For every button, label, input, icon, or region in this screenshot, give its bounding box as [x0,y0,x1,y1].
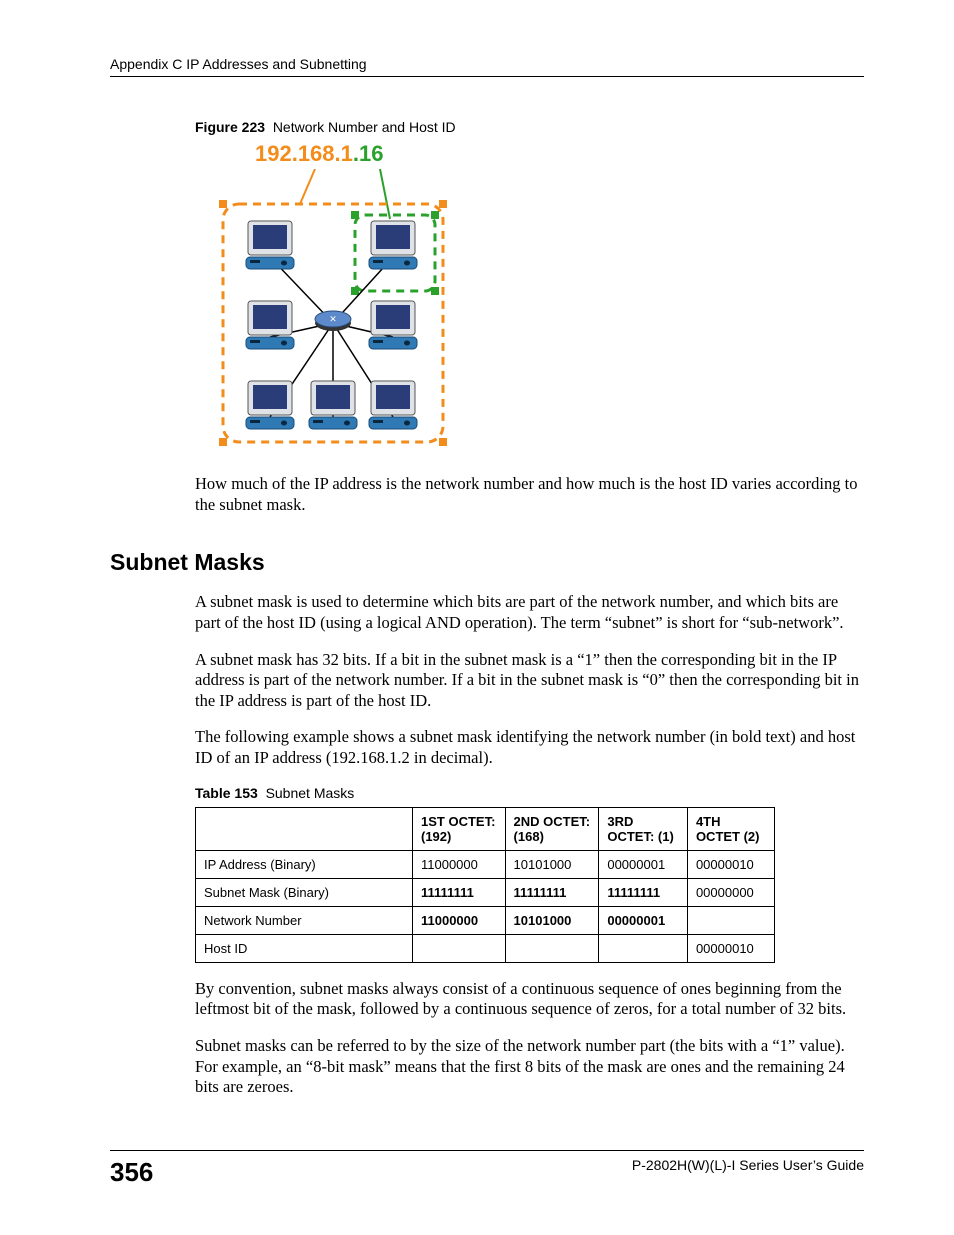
pc-icon [369,301,417,349]
paragraph-5: By convention, subnet masks always consi… [195,979,864,1020]
paragraph-4: The following example shows a subnet mas… [195,727,864,768]
table-data-cell: 00000010 [687,850,774,878]
table-data-cell: 00000001 [599,906,688,934]
section-body: A subnet mask is used to determine which… [195,592,864,1098]
table-caption: Table 153 Subnet Masks [195,785,864,801]
pc-icon [246,301,294,349]
ip-network-part: 192.168.1 [255,141,353,166]
figure-label: Figure 223 [195,119,265,135]
table-row-label: Subnet Mask (Binary) [196,878,413,906]
table-header-cell: 1ST OCTET: (192) [413,807,506,850]
table-data-cell: 00000001 [599,850,688,878]
paragraph-intro: How much of the IP address is the networ… [195,474,864,515]
ip-host-part: 16 [359,141,383,166]
table-row: Network Number110000001010100000000001 [196,906,775,934]
table-data-cell: 10101000 [505,906,599,934]
content-area: Figure 223 Network Number and Host ID 19… [195,119,864,515]
svg-text:✕: ✕ [329,314,337,324]
table-header-cell [196,807,413,850]
table-row: IP Address (Binary)110000001010100000000… [196,850,775,878]
table-data-cell: 10101000 [505,850,599,878]
page-number: 356 [110,1157,153,1188]
table-data-cell [413,934,506,962]
table-data-cell: 11111111 [505,878,599,906]
table-data-cell: 11000000 [413,906,506,934]
page: Appendix C IP Addresses and Subnetting F… [0,0,954,1228]
table-row: Subnet Mask (Binary)11111111111111111111… [196,878,775,906]
table-header-cell: 3RD OCTET: (1) [599,807,688,850]
paragraph-3: A subnet mask has 32 bits. If a bit in t… [195,650,864,712]
ip-address-display: 192.168.1.16 [255,141,864,167]
table-row-label: Network Number [196,906,413,934]
paragraph-2: A subnet mask is used to determine which… [195,592,864,633]
hub-icon: ✕ [315,311,351,331]
section-heading-subnet-masks: Subnet Masks [110,549,864,576]
table-row-label: Host ID [196,934,413,962]
table-data-cell [505,934,599,962]
pc-icon [369,381,417,429]
figure-title: Network Number and Host ID [273,119,456,135]
table-header-cell: 2ND OCTET: (168) [505,807,599,850]
table-data-cell: 11111111 [413,878,506,906]
table-data-cell [687,906,774,934]
pc-icon [369,221,417,269]
pc-icon [246,221,294,269]
table-label: Table 153 [195,785,258,801]
network-topology-svg: ✕ [215,169,450,449]
table-title: Subnet Masks [266,785,355,801]
table-data-cell: 00000000 [687,878,774,906]
table-data-cell [599,934,688,962]
table-row-label: IP Address (Binary) [196,850,413,878]
figure-caption: Figure 223 Network Number and Host ID [195,119,864,135]
table-row: Host ID 00000010 [196,934,775,962]
running-header: Appendix C IP Addresses and Subnetting [110,56,864,77]
network-diagram: 192.168.1.16 ✕ [215,141,864,454]
paragraph-6: Subnet masks can be referred to by the s… [195,1036,864,1098]
table-data-cell: 11111111 [599,878,688,906]
pc-icon [309,381,357,429]
table-data-cell: 00000010 [687,934,774,962]
page-footer: 356 P-2802H(W)(L)-I Series User’s Guide [110,1150,864,1188]
table-header-cell: 4TH OCTET (2) [687,807,774,850]
pc-icon [246,381,294,429]
guide-title: P-2802H(W)(L)-I Series User’s Guide [632,1157,864,1173]
table-data-cell: 11000000 [413,850,506,878]
subnet-mask-table: 1ST OCTET: (192)2ND OCTET: (168)3RD OCTE… [195,807,775,963]
